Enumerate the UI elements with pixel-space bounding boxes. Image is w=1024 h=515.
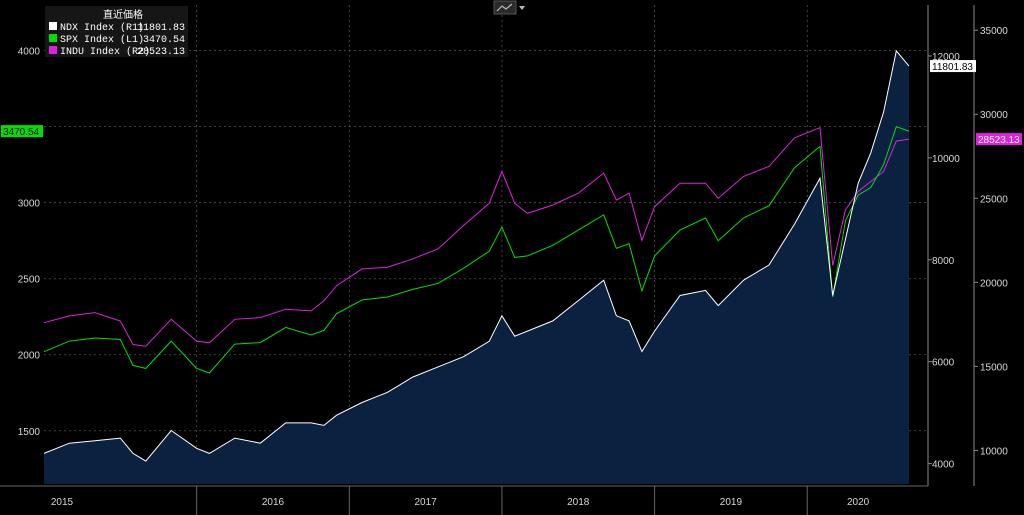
x-tick-label: 2020 (847, 497, 870, 508)
x-tick-label: 2015 (51, 497, 74, 508)
right2-tick-label: 35000 (980, 26, 1008, 37)
left-tick-label: 4000 (18, 47, 41, 58)
legend-last-value: 28523.13 (137, 47, 185, 58)
line-chart-icon-glyph (496, 3, 513, 12)
ndx-area-fill (44, 50, 909, 485)
x-tick-label: 2017 (414, 497, 437, 508)
x-tick-label: 2019 (720, 497, 743, 508)
right2-tick-label: 20000 (980, 278, 1008, 289)
right2-tick-label: 25000 (980, 194, 1008, 205)
right1-tick-label: 10000 (932, 154, 960, 165)
x-tick-label: 2016 (262, 497, 285, 508)
right1-tick-label: 4000 (932, 460, 955, 471)
last-value-label: 11801.83 (932, 62, 973, 73)
legend-last-value: 11801.83 (137, 23, 185, 34)
last-value-tag (930, 60, 976, 73)
left-tick-label: 3000 (18, 199, 41, 210)
series-line (43, 49, 910, 462)
right1-tick-label: 6000 (932, 358, 955, 369)
right2-tick-label: 30000 (980, 110, 1008, 121)
toolbar (493, 0, 525, 15)
left-tick-label: 2500 (18, 275, 41, 286)
x-tick-label: 2018 (567, 497, 590, 508)
legend-series-name: INDU Index (R2) (60, 46, 150, 58)
series-lines (43, 49, 910, 462)
left-axis: 1500 2000 2500 3000 4000 (18, 47, 41, 438)
legend-title: 直近価格 (103, 8, 143, 21)
last-value-label: 28523.13 (978, 135, 1020, 146)
legend-last-value: 3470.54 (143, 35, 185, 46)
legend-swatch (49, 46, 57, 54)
legend-box (45, 6, 188, 57)
legend-series-name: SPX Index (L1) (60, 34, 144, 46)
right-axes: 4000 6000 8000 10000 12000 10000 15000 20000 250… (927, 5, 1008, 486)
legend-swatch (49, 34, 57, 42)
left-tick-label: 2000 (18, 351, 41, 362)
ndx-area (44, 50, 909, 485)
right1-tick-label: 12000 (932, 52, 960, 63)
line-chart-icon[interactable] (493, 0, 517, 15)
legend-swatch (49, 22, 57, 30)
dropdown-arrow-icon[interactable] (519, 6, 525, 10)
x-axis: 2015 2016 2017 2018 2019 2020 (0, 485, 928, 515)
series-line (43, 126, 910, 374)
series-line (43, 126, 910, 347)
last-value-tag (1, 125, 43, 138)
last-value-label: 3470.54 (3, 127, 40, 138)
last-value-tags: 11801.83 3470.54 28523.13 (1, 60, 1022, 146)
left-tick-label: 1500 (18, 427, 41, 438)
right1-tick-label: 8000 (932, 256, 955, 267)
legend-series-name: NDX Index (R1) (60, 22, 144, 34)
last-value-tag (976, 133, 1022, 146)
right2-tick-label: 10000 (980, 446, 1008, 457)
right2-tick-label: 15000 (980, 362, 1008, 373)
